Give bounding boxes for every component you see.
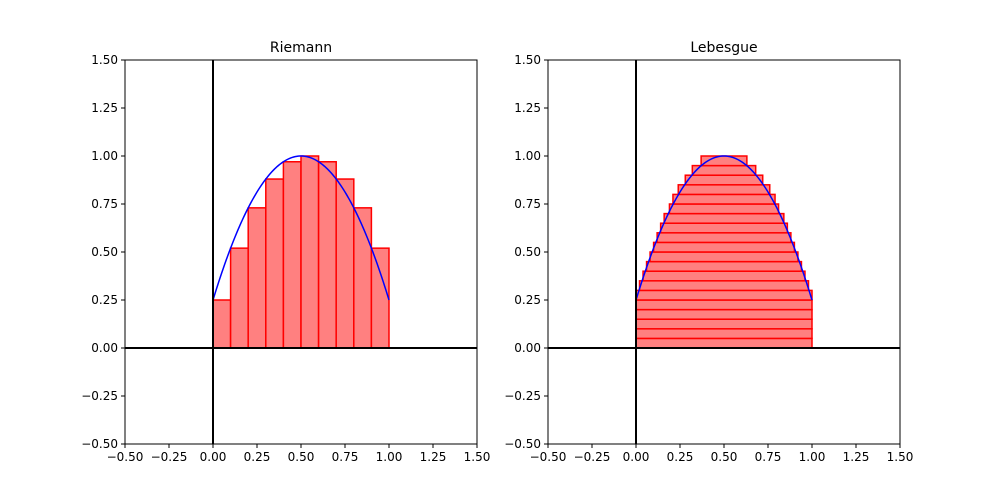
riemann-bar-6 [317, 161, 337, 349]
lebesgue-xtick-label-1: −0.25 [574, 450, 611, 464]
riemann-xtick-label-2: 0.00 [200, 450, 227, 464]
riemann-panel: Riemann −0.50−0.50 −0.25 −0.25 0.00 0.00 0.25… [81, 40, 490, 464]
riemann-xtick-label-7: 1.25 [420, 450, 447, 464]
lebesgue-strip-11 [656, 232, 792, 244]
riemann-bar-9 [370, 247, 390, 349]
lebesgue-strip-18 [691, 164, 757, 176]
riemann-xtick-label-3: 0.25 [244, 450, 271, 464]
riemann-ytick-label-1: −0.25 [81, 389, 118, 403]
lebesgue-strip-5 [635, 289, 813, 301]
lebesgue-xtick-label-3: 0.25 [667, 450, 694, 464]
riemann-bar-2 [247, 207, 267, 349]
lebesgue-strip-9 [649, 251, 799, 263]
lebesgue-strip-10 [652, 241, 796, 253]
lebesgue-xtick-label-6: 1.00 [799, 450, 826, 464]
riemann-ytick-label-7: 1.25 [91, 101, 118, 115]
riemann-ytick-label-5: 0.75 [91, 197, 118, 211]
lebesgue-ytick-label-6: 1.00 [514, 149, 541, 163]
riemann-xtick-label-6: 1.00 [376, 450, 403, 464]
lebesgue-strip-13 [663, 212, 785, 224]
riemann-bar-8 [353, 207, 373, 349]
lebesgue-ytick-label-1: −0.25 [504, 389, 541, 403]
lebesgue-xtick-label-2: 0.00 [623, 450, 650, 464]
lebesgue-xtick-label-5: 0.75 [755, 450, 782, 464]
lebesgue-ytick-label-3: 0.25 [514, 293, 541, 307]
lebesgue-strip-3 [635, 308, 813, 320]
riemann-title: Riemann [270, 40, 332, 56]
riemann-xtick-label-8: 1.50 [464, 450, 491, 464]
lebesgue-ytick-label-0: −0.50 [504, 437, 541, 451]
lebesgue-xtick-label-0: −0.50 [530, 450, 567, 464]
riemann-ytick-label-8: 1.50 [91, 53, 118, 67]
lebesgue-xtick-label-4: 0.50 [711, 450, 738, 464]
riemann-ytick-label-2: 0.00 [91, 341, 118, 355]
lebesgue-strip-7 [642, 270, 806, 282]
lebesgue-ytick-label-8: 1.50 [514, 53, 541, 67]
riemann-xtick-label-4: 0.50 [288, 450, 315, 464]
lebesgue-strip-0 [635, 337, 813, 349]
lebesgue-strip-15 [672, 193, 776, 205]
lebesgue-panel: Lebesgue −0.50−0.50 −0.25 −0.25 0.00 0.00 0.2… [504, 40, 913, 464]
riemann-curve [212, 155, 390, 301]
riemann-ytick-label-6: 1.00 [91, 149, 118, 163]
riemann-bar-5 [300, 155, 320, 349]
riemann-ytick-label-0: −0.50 [81, 437, 118, 451]
riemann-ytick-label-4: 0.50 [91, 245, 118, 259]
riemann-xtick-label-5: 0.75 [332, 450, 359, 464]
lebesgue-ytick-label-5: 0.75 [514, 197, 541, 211]
lebesgue-ytick-label-4: 0.50 [514, 245, 541, 259]
riemann-bar-1 [229, 247, 249, 349]
lebesgue-strip-12 [659, 222, 789, 234]
riemann-bar-4 [282, 161, 302, 349]
lebesgue-strip-17 [684, 174, 764, 186]
lebesgue-curve [635, 155, 813, 301]
lebesgue-strip-6 [638, 280, 810, 292]
riemann-ytick-label-3: 0.25 [91, 293, 118, 307]
riemann-xtick-label-0: −0.50 [107, 450, 144, 464]
lebesgue-ytick-label-2: 0.00 [514, 341, 541, 355]
lebesgue-title: Lebesgue [690, 40, 757, 56]
riemann-bar-0 [212, 299, 232, 349]
lebesgue-xtick-label-7: 1.25 [843, 450, 870, 464]
lebesgue-strip-4 [635, 299, 813, 311]
lebesgue-strip-8 [645, 260, 803, 272]
lebesgue-xtick-label-8: 1.50 [887, 450, 914, 464]
lebesgue-strip-1 [635, 328, 813, 340]
riemann-xtick-label-1: −0.25 [151, 450, 188, 464]
lebesgue-strip-2 [635, 318, 813, 330]
riemann-bar-3 [265, 178, 285, 349]
lebesgue-strip-14 [668, 203, 780, 215]
lebesgue-ytick-label-7: 1.25 [514, 101, 541, 115]
lebesgue-strip-16 [677, 184, 771, 196]
